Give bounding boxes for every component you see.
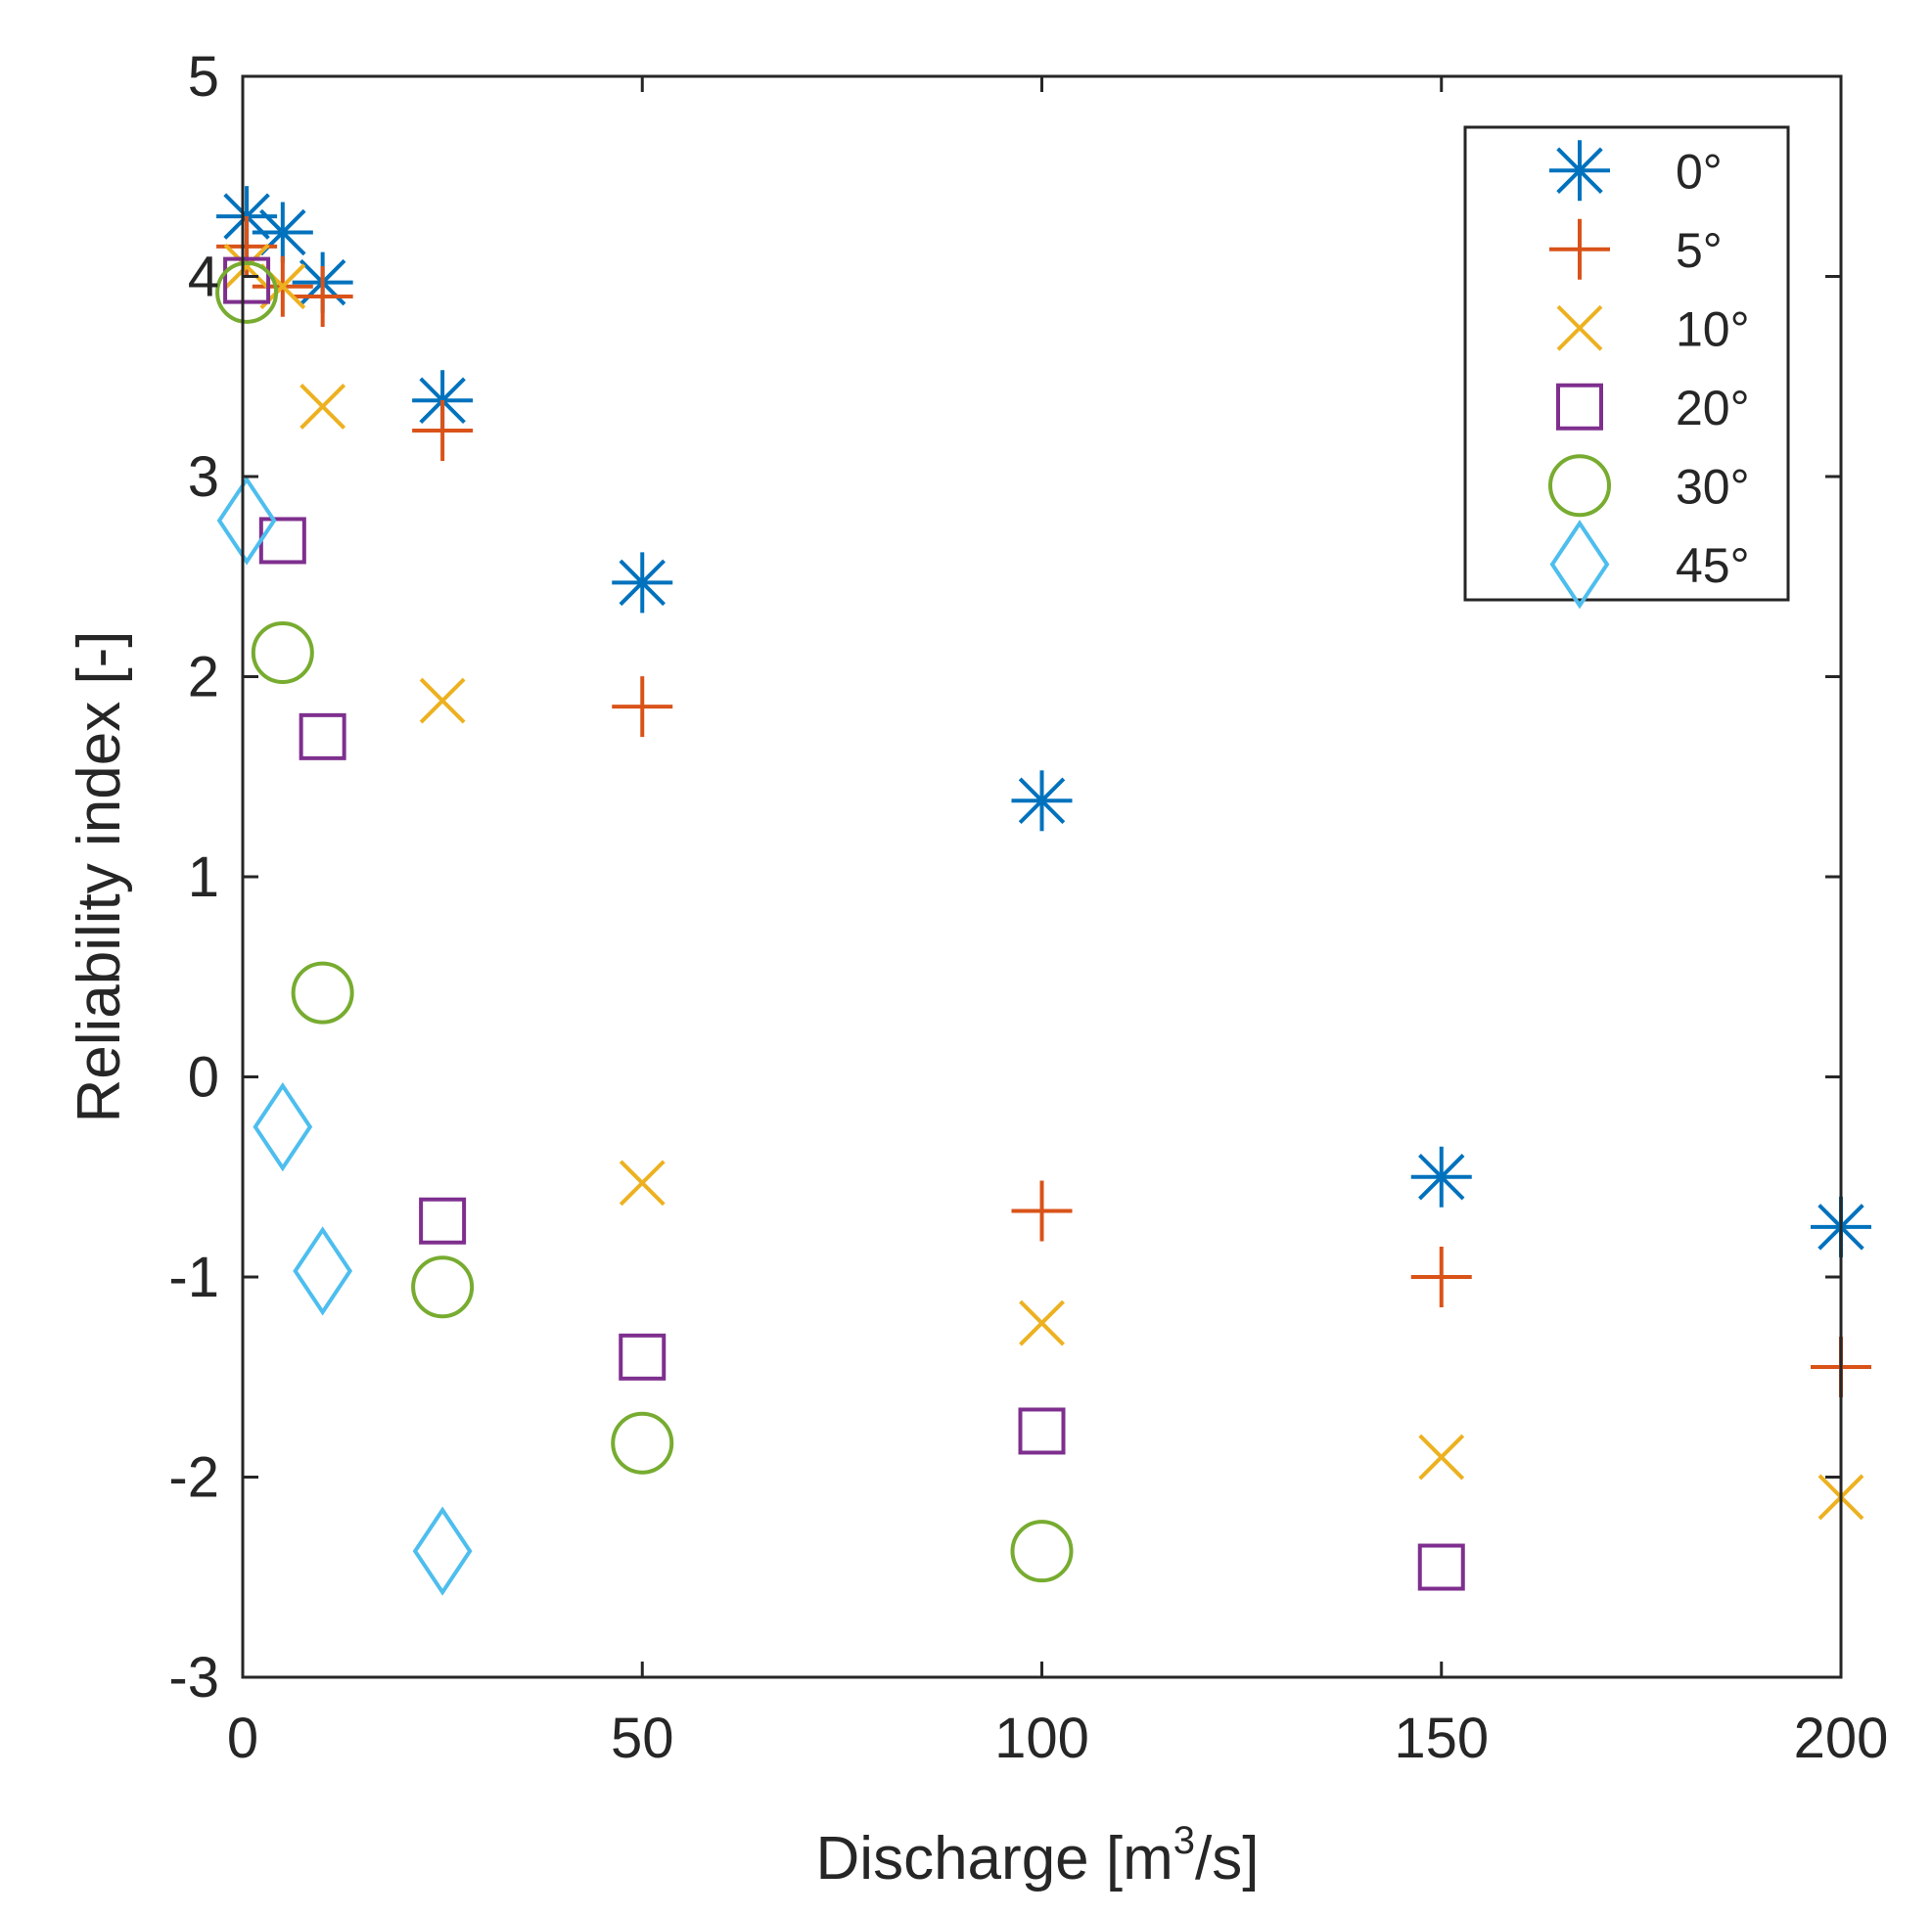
data-point [1019,1299,1065,1346]
data-point [251,620,314,684]
y-tick-label: 1 [188,845,219,909]
x-axis-label-superscript: 3 [1173,1819,1195,1862]
x-axis-label-main: Discharge [m [816,1825,1173,1892]
legend-marker [1549,520,1610,610]
data-point [299,712,346,760]
legend: 0° 5° 10° 20° 30° 45° [1463,125,1790,610]
legend-marker [1548,454,1611,518]
data-point [223,243,270,290]
x-tick-label: 150 [1394,1707,1489,1770]
x-axis: 0 50 100 150 200 [227,76,1889,1770]
y-tick-label: 2 [188,646,219,709]
data-point [419,677,466,724]
legend-marker [1556,304,1603,351]
y-axis: -3 -2 -1 0 1 2 3 4 5 [168,45,1841,1710]
legend-label: 30° [1676,459,1750,514]
data-point [293,1226,353,1316]
data-point [291,961,354,1025]
x-tick-label: 100 [994,1707,1089,1770]
series-4 [215,260,1074,1583]
data-point [419,1197,467,1245]
y-tick-label: 0 [188,1046,219,1110]
data-point [1410,1247,1472,1307]
x-tick-label: 200 [1794,1707,1889,1770]
data-point [253,1082,313,1172]
data-point [223,256,271,304]
legend-marker [1556,383,1603,431]
data-point [1410,1146,1472,1208]
y-tick-label: 5 [188,45,219,109]
data-marks [215,186,1871,1596]
legend-label: 5° [1676,223,1723,278]
legend-label: 20° [1676,381,1750,435]
x-axis-label-suffix: /s] [1195,1825,1259,1892]
data-point [412,399,474,461]
data-point [216,476,277,566]
data-point [412,1506,473,1596]
series-3 [223,256,1465,1591]
data-point [299,384,346,430]
data-point [1018,1407,1066,1455]
data-point [619,1160,666,1207]
data-point [215,260,279,324]
legend-marker [1549,218,1610,280]
y-tick-label: -1 [168,1246,219,1309]
data-point [1417,1543,1465,1591]
y-tick-label: -3 [168,1646,219,1710]
data-point [1011,1180,1073,1242]
y-tick-label: -2 [168,1446,219,1510]
series-2 [223,243,1864,1521]
legend-marker [1549,140,1610,202]
x-tick-label: 0 [227,1707,258,1770]
y-axis-label: Reliability index [-] [66,630,133,1122]
data-point [612,676,673,738]
legend-box [1463,125,1790,602]
x-axis-label: Discharge [m3/s] [816,1819,1260,1892]
y-tick-label: 4 [188,246,219,309]
legend-label: 10° [1676,301,1750,356]
data-point [1010,1520,1074,1583]
data-point [619,1333,667,1381]
legend-label: 45° [1676,538,1750,593]
x-tick-label: 50 [611,1707,674,1770]
data-point [1418,1434,1465,1481]
data-point [292,265,353,327]
data-point [411,1255,475,1319]
data-point [1011,770,1073,832]
data-point [611,1411,674,1475]
data-point [612,552,673,614]
y-tick-label: 3 [188,445,219,509]
legend-label: 0° [1676,144,1723,199]
series-5 [216,476,473,1596]
